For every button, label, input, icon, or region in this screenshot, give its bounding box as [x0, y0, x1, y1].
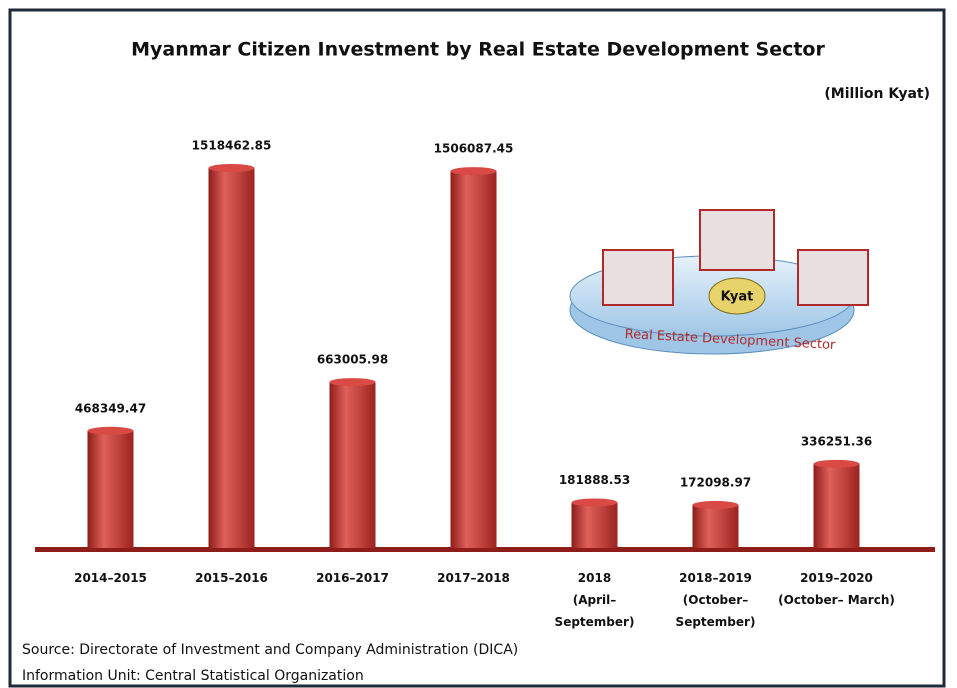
- bar-cap: [813, 459, 860, 468]
- bar: [692, 504, 739, 548]
- value-label: 468349.47: [75, 401, 146, 415]
- bar-cap: [87, 426, 134, 435]
- x-tick-label: 2017–2018: [437, 571, 510, 585]
- bar-cap: [571, 498, 618, 507]
- building: [699, 209, 775, 271]
- baseline: [35, 547, 935, 552]
- bar-cap: [450, 167, 497, 176]
- value-label: 1506087.45: [434, 142, 514, 156]
- bar-cap: [208, 164, 255, 172]
- value-label: 181888.53: [559, 473, 630, 487]
- illustration: Kyat Real Estate Development Sector: [569, 209, 869, 355]
- x-tick-label: 2018 (April– September): [555, 571, 635, 629]
- info-note: Information Unit: Central Statistical Or…: [22, 668, 364, 684]
- bar: [571, 502, 618, 548]
- chart-title: Myanmar Citizen Investment by Real Estat…: [131, 39, 825, 61]
- bar: [208, 168, 255, 548]
- x-tick-label: 2019–2020 (October– March): [778, 571, 895, 607]
- x-tick-label: 2014–2015: [74, 571, 147, 585]
- money-bag: [708, 277, 766, 315]
- x-tick-label: 2016–2017: [316, 571, 389, 585]
- value-label: 663005.98: [317, 353, 388, 367]
- building: [602, 249, 674, 306]
- bar-cap: [692, 500, 739, 509]
- bag-label: Kyat: [721, 290, 754, 305]
- value-label: 172098.97: [680, 475, 751, 489]
- bar: [450, 171, 497, 548]
- bar: [329, 382, 376, 548]
- building: [797, 249, 869, 306]
- bar-cap: [329, 378, 376, 387]
- value-label: 1518462.85: [192, 139, 272, 153]
- bar: [813, 463, 860, 548]
- bar: [87, 430, 134, 548]
- source-note: Source: Directorate of Investment and Co…: [22, 642, 518, 658]
- x-tick-label: 2018–2019 (October– September): [676, 571, 756, 629]
- x-tick-label: 2015–2016: [195, 571, 268, 585]
- unit-label: (Million Kyat): [824, 86, 930, 102]
- value-label: 336251.36: [801, 434, 872, 448]
